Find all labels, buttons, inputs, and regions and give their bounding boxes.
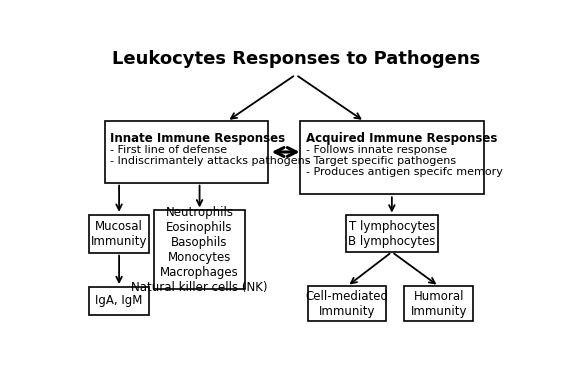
Text: - Follows innate response: - Follows innate response: [306, 145, 447, 155]
Text: Cell-mediated
Immunity: Cell-mediated Immunity: [306, 290, 389, 318]
FancyBboxPatch shape: [153, 210, 245, 289]
FancyBboxPatch shape: [308, 286, 386, 321]
Text: Neutrophils
Eosinophils
Basophils
Monocytes
Macrophages
Natural killer cells (NK: Neutrophils Eosinophils Basophils Monocy…: [132, 206, 268, 294]
FancyBboxPatch shape: [404, 286, 474, 321]
FancyBboxPatch shape: [89, 287, 149, 315]
FancyBboxPatch shape: [346, 216, 438, 252]
Text: - First line of defense: - First line of defense: [110, 145, 227, 155]
Text: T lymphocytes
B lymphocytes: T lymphocytes B lymphocytes: [348, 220, 436, 248]
FancyBboxPatch shape: [300, 121, 484, 194]
Text: Mucosal
Immunity: Mucosal Immunity: [91, 220, 147, 248]
Text: - Produces antigen specifc memory: - Produces antigen specifc memory: [306, 167, 503, 177]
Text: Humoral
Immunity: Humoral Immunity: [411, 290, 467, 318]
FancyBboxPatch shape: [104, 121, 268, 183]
Text: - Target specific pathogens: - Target specific pathogens: [306, 156, 456, 166]
FancyBboxPatch shape: [89, 215, 149, 253]
Text: IgA, IgM: IgA, IgM: [95, 294, 143, 307]
Text: Acquired Immune Responses: Acquired Immune Responses: [306, 132, 497, 146]
Text: - Indiscrimantely attacks pathogens: - Indiscrimantely attacks pathogens: [110, 156, 310, 166]
Text: Leukocytes Responses to Pathogens: Leukocytes Responses to Pathogens: [111, 50, 480, 67]
Text: Innate Immune Responses: Innate Immune Responses: [110, 132, 285, 145]
